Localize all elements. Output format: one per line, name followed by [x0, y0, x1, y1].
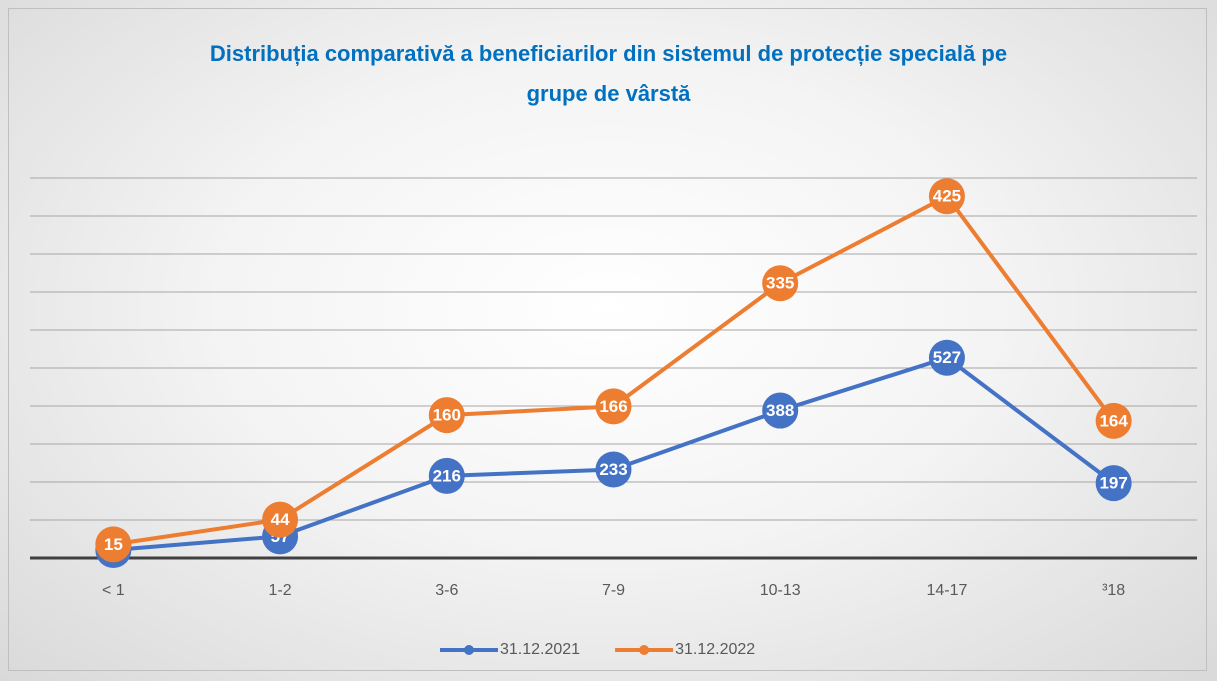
x-tick-label: < 1 [102, 582, 125, 599]
data-marker [762, 265, 799, 302]
data-marker [762, 392, 799, 429]
data-label: 425 [933, 187, 961, 206]
legend-marker [464, 645, 474, 655]
data-marker [928, 339, 965, 376]
data-marker [1095, 402, 1132, 439]
legend-label: 31.12.2021 [500, 641, 580, 658]
legend-label: 31.12.2022 [675, 641, 755, 658]
data-marker [262, 501, 299, 538]
data-marker [928, 178, 965, 215]
legend-marker [639, 645, 650, 655]
x-tick-label: 3-6 [435, 582, 458, 599]
chart-title: Distribuția comparativă a beneficiarilor… [209, 41, 1008, 106]
data-label: 160 [433, 406, 461, 425]
data-marker [428, 457, 465, 494]
data-label: 233 [599, 460, 627, 479]
data-label: 527 [933, 348, 961, 367]
data-marker [1095, 465, 1132, 502]
data-marker [95, 526, 132, 563]
chart-frame [8, 8, 1207, 671]
data-marker [595, 451, 632, 488]
x-tick-label: 7-9 [602, 582, 625, 599]
x-tick-label: ³18 [1102, 582, 1125, 599]
data-label: 388 [766, 401, 794, 420]
data-label: 166 [599, 397, 627, 416]
data-marker [595, 388, 632, 425]
data-label: 164 [1099, 411, 1128, 430]
data-label: 335 [766, 274, 794, 293]
x-tick-label: 14-17 [926, 582, 967, 599]
x-tick-label: 1-2 [269, 582, 292, 599]
data-marker [428, 397, 465, 434]
x-tick-label: 10-13 [760, 582, 801, 599]
data-label: 44 [271, 510, 290, 529]
data-label: 216 [433, 466, 461, 485]
data-label: 197 [1099, 474, 1127, 493]
data-label: 15 [104, 535, 123, 554]
